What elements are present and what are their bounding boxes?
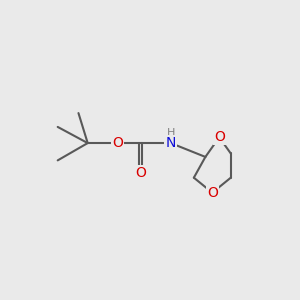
Text: N: N [166,136,176,150]
Text: O: O [135,166,146,180]
Text: H: H [167,128,175,138]
Text: O: O [214,130,225,144]
Text: O: O [112,136,123,150]
Text: O: O [207,186,218,200]
